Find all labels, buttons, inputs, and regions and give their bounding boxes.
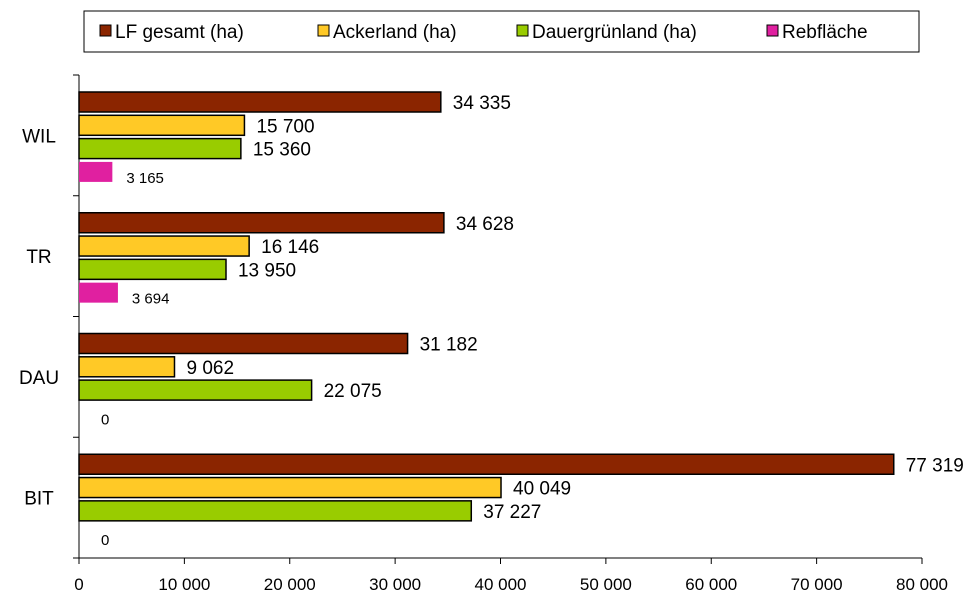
x-tick-label: 70 000 bbox=[791, 575, 843, 594]
legend-label-rebfläche: Rebfläche bbox=[782, 22, 868, 43]
data-label-bit-lf-gesamt-ha: 77 319 bbox=[906, 455, 964, 476]
legend-swatch-dauergrünland-ha bbox=[516, 24, 529, 37]
legend-label-lf-gesamt-ha: LF gesamt (ha) bbox=[115, 22, 244, 43]
legend-label-dauergrünland-ha: Dauergrünland (ha) bbox=[532, 22, 697, 43]
bar-wil-ackerland-ha bbox=[78, 114, 246, 137]
bar-tr-ackerland-ha bbox=[78, 235, 250, 257]
legend-swatch-rebfläche bbox=[766, 24, 779, 37]
bar-wil-dauergrünland-ha bbox=[78, 137, 242, 160]
bar-tr-rebfläche bbox=[79, 282, 118, 303]
legend-swatch-ackerland-ha bbox=[317, 24, 330, 37]
x-tick-label: 80 000 bbox=[896, 575, 948, 594]
data-label-wil-dauergrünland-ha: 15 360 bbox=[253, 140, 311, 161]
category-label-wil: WIL bbox=[22, 126, 56, 147]
bar-dau-lf-gesamt-ha bbox=[78, 332, 409, 355]
bar-wil-lf-gesamt-ha bbox=[78, 91, 442, 113]
data-label-wil-ackerland-ha: 15 700 bbox=[256, 116, 314, 137]
legend-box bbox=[83, 10, 920, 53]
category-label-dau: DAU bbox=[19, 368, 59, 389]
x-tick-label: 60 000 bbox=[685, 575, 737, 594]
data-label-dau-lf-gesamt-ha: 31 182 bbox=[420, 335, 478, 356]
bar-tr-dauergrünland-ha bbox=[78, 258, 227, 281]
legend-label-ackerland-ha: Ackerland (ha) bbox=[333, 22, 457, 43]
bar-bit-lf-gesamt-ha bbox=[78, 453, 895, 475]
x-tick-label: 30 000 bbox=[369, 575, 421, 594]
data-label-bit-ackerland-ha: 40 049 bbox=[513, 479, 571, 500]
data-label-tr-dauergrünland-ha: 13 950 bbox=[238, 260, 296, 281]
data-label-dau-dauergrünland-ha: 22 075 bbox=[324, 381, 382, 402]
data-label-dau-rebfläche: 0 bbox=[101, 411, 109, 428]
category-label-tr: TR bbox=[26, 247, 51, 268]
bar-bit-dauergrünland-ha bbox=[78, 500, 473, 522]
bar-dau-dauergrünland-ha bbox=[78, 379, 313, 401]
category-label-bit: BIT bbox=[24, 489, 54, 510]
data-label-wil-lf-gesamt-ha: 34 335 bbox=[453, 93, 511, 114]
legend-swatch-lf-gesamt-ha bbox=[99, 24, 112, 37]
bar-tr-lf-gesamt-ha bbox=[78, 212, 445, 234]
bar-bit-ackerland-ha bbox=[78, 476, 502, 499]
data-label-tr-rebfläche: 3 694 bbox=[132, 291, 170, 308]
bar-dau-ackerland-ha bbox=[78, 356, 176, 378]
data-label-bit-rebfläche: 0 bbox=[101, 532, 109, 549]
x-tick-label: 20 000 bbox=[264, 575, 316, 594]
data-label-dau-ackerland-ha: 9 062 bbox=[186, 358, 234, 379]
bars bbox=[78, 91, 895, 522]
x-tick-label: 10 000 bbox=[158, 575, 210, 594]
x-tick-label: 0 bbox=[74, 575, 83, 594]
bar-wil-rebfläche bbox=[79, 161, 113, 182]
data-label-tr-ackerland-ha: 16 146 bbox=[261, 237, 319, 258]
data-label-tr-lf-gesamt-ha: 34 628 bbox=[456, 214, 514, 235]
data-label-wil-rebfläche: 3 165 bbox=[126, 170, 164, 187]
data-label-bit-dauergrünland-ha: 37 227 bbox=[483, 502, 541, 523]
x-tick-label: 40 000 bbox=[475, 575, 527, 594]
x-tick-label: 50 000 bbox=[580, 575, 632, 594]
legend: LF gesamt (ha) Ackerland (ha) Dauergrünlan… bbox=[83, 10, 920, 53]
